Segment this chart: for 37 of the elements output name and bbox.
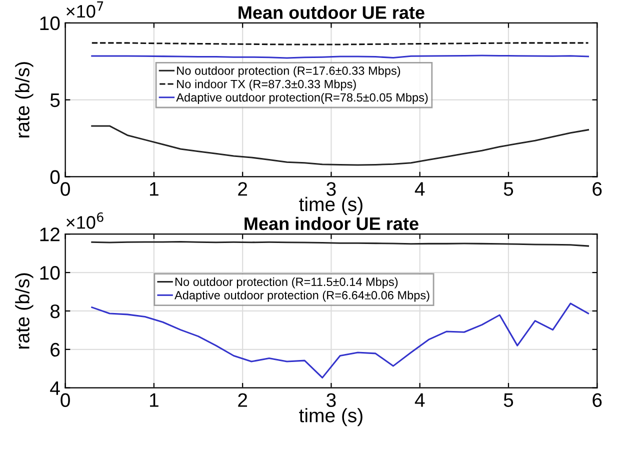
text: ×10$^{6}$ [66,212,104,229]
x-tick-label: 0 [60,393,70,407]
x-tick-label: 6 [592,393,602,407]
x-tick-label: 4 [414,182,425,196]
x-tick-label: 5 [504,393,514,407]
x-tick-label: 3 [326,393,336,407]
legend-label: No outdoor protection (R=17.6±0.33 Mbps) [177,66,400,78]
y-tick-label: 0 [50,170,60,184]
y-axis-title: rate (b/s) [15,273,34,349]
x-axis-title: time (s) [299,408,362,426]
x-tick-label: 6 [592,182,602,196]
y-axis-title: rate (b/s) [15,62,34,138]
legend-label: No indoor TX (R=87.3±0.33 Mbps) [177,80,356,91]
line-series [91,302,590,378]
legend-label: Adaptive outdoor protection (R=6.64±0.06 Mbps) [174,290,430,302]
legend-label: Adaptive outdoor protection(R=78.5±0.05 Mbps) [176,92,428,104]
x-tick-label: 5 [504,182,514,196]
x-tick-label: 1 [150,182,158,196]
chart-title: Mean indoor UE rate [244,216,418,230]
x-axis-title: time (s) [299,196,362,216]
line-series [91,125,590,166]
x-tick-label: 4 [414,393,425,407]
x-tick-label: 3 [326,182,336,196]
y-tick-label: 4 [50,382,60,395]
y-tick-label: 12 [40,228,60,242]
legend-label: No outdoor protection (R=11.5±0.14 Mbps) [175,277,398,288]
x-tick-label: 0 [60,182,70,196]
text: ×10$^{7}$ [66,1,104,18]
y-tick-label: 10 [40,16,60,30]
x-tick-label: 2 [238,393,248,407]
x-tick-label: 1 [150,393,158,407]
x-tick-label: 2 [238,182,248,196]
y-tick-label: 8 [50,304,60,318]
y-tick-label: 6 [50,342,60,357]
chart-title: Mean outdoor UE rate [238,6,424,19]
y-tick-label: 5 [50,94,60,108]
y-tick-label: 10 [40,266,60,280]
